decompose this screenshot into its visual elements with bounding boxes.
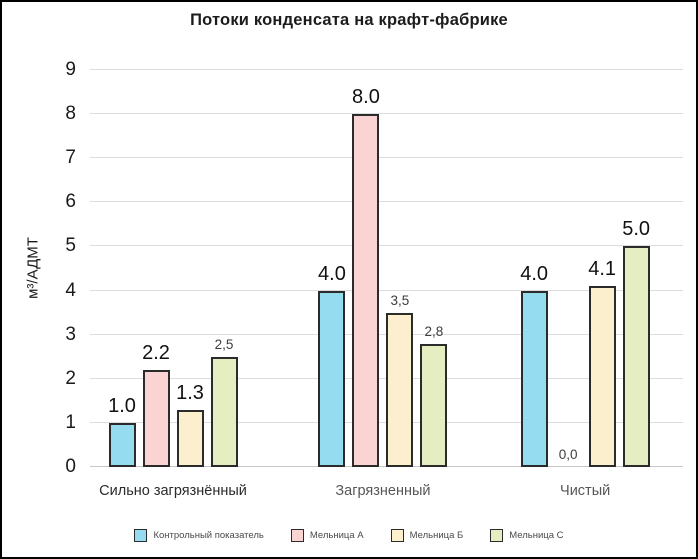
gridline — [90, 157, 683, 159]
y-tick-label: 2 — [65, 367, 76, 389]
y-tick-label: 9 — [65, 59, 76, 80]
bar — [386, 312, 414, 467]
bar-value-label: 2,5 — [214, 336, 234, 352]
legend: Контрольный показатель Мельница А Мельница… — [2, 523, 696, 547]
bar — [420, 343, 448, 467]
y-tick-label: 6 — [65, 191, 76, 213]
bar-value-label: 5.0 — [622, 218, 651, 241]
chart-title: Потоки конденсата на крафт-фабрике — [190, 11, 508, 29]
bar-value-label: 3,5 — [390, 292, 410, 308]
bar-value-label: 2,8 — [424, 323, 444, 339]
gridline — [90, 245, 683, 247]
gridline — [90, 289, 683, 291]
bar — [210, 356, 238, 467]
category-label: Сильно загрязнённый — [99, 483, 247, 499]
bar — [622, 246, 650, 467]
y-axis-title: м³/АДМТ — [24, 237, 42, 299]
y-tick-label: 3 — [65, 323, 76, 345]
bar — [352, 114, 380, 467]
bar-value-label: 1.3 — [176, 381, 204, 404]
legend-swatch — [134, 528, 148, 542]
legend-item: Мельница Б — [390, 528, 464, 542]
bar — [520, 290, 548, 467]
y-tick-label: 1 — [65, 411, 76, 433]
gridline — [90, 201, 683, 203]
legend-swatch — [490, 528, 504, 542]
gridline — [90, 113, 683, 115]
category-label: Загрязненный — [335, 483, 431, 499]
y-tick-label: 0 — [65, 456, 76, 477]
bar — [588, 286, 616, 467]
gridline — [90, 69, 683, 70]
legend-swatch — [290, 528, 304, 542]
legend-swatch — [390, 528, 404, 542]
bar-value-label: 0,0 — [558, 447, 578, 462]
bar — [176, 409, 204, 467]
legend-label: Контрольный показатель — [153, 529, 264, 541]
bar-value-label: 4.1 — [588, 258, 617, 281]
bar-value-label: 4.0 — [520, 262, 549, 285]
plot-area: 1.0 2.2 1.3 2,5 4.0 8.0 3,5 2,8 4.0 0,0 4.1 5.0 — [90, 69, 683, 467]
legend-item: Мельница А — [290, 528, 364, 542]
legend-label: Мельница Б — [409, 529, 464, 541]
legend-label: Мельница А — [309, 529, 364, 541]
y-tick-label: 5 — [65, 235, 76, 257]
bar — [318, 290, 346, 467]
bar-value-label: 4.0 — [318, 262, 346, 285]
y-tick-label: 8 — [65, 103, 76, 125]
bar-value-label: 2.2 — [142, 341, 170, 364]
legend-item: Контрольный показатель — [134, 528, 264, 542]
y-tick-label: 4 — [65, 279, 76, 301]
y-tick-label: 7 — [65, 147, 76, 169]
legend-label: Мельница С — [509, 529, 564, 541]
category-label: Чистый — [560, 483, 611, 499]
legend-item: Мельница С — [490, 528, 564, 542]
bar-value-label: 1.0 — [108, 394, 136, 417]
bar — [108, 422, 136, 467]
bar — [142, 369, 170, 467]
bar-value-label: 8.0 — [352, 86, 380, 109]
